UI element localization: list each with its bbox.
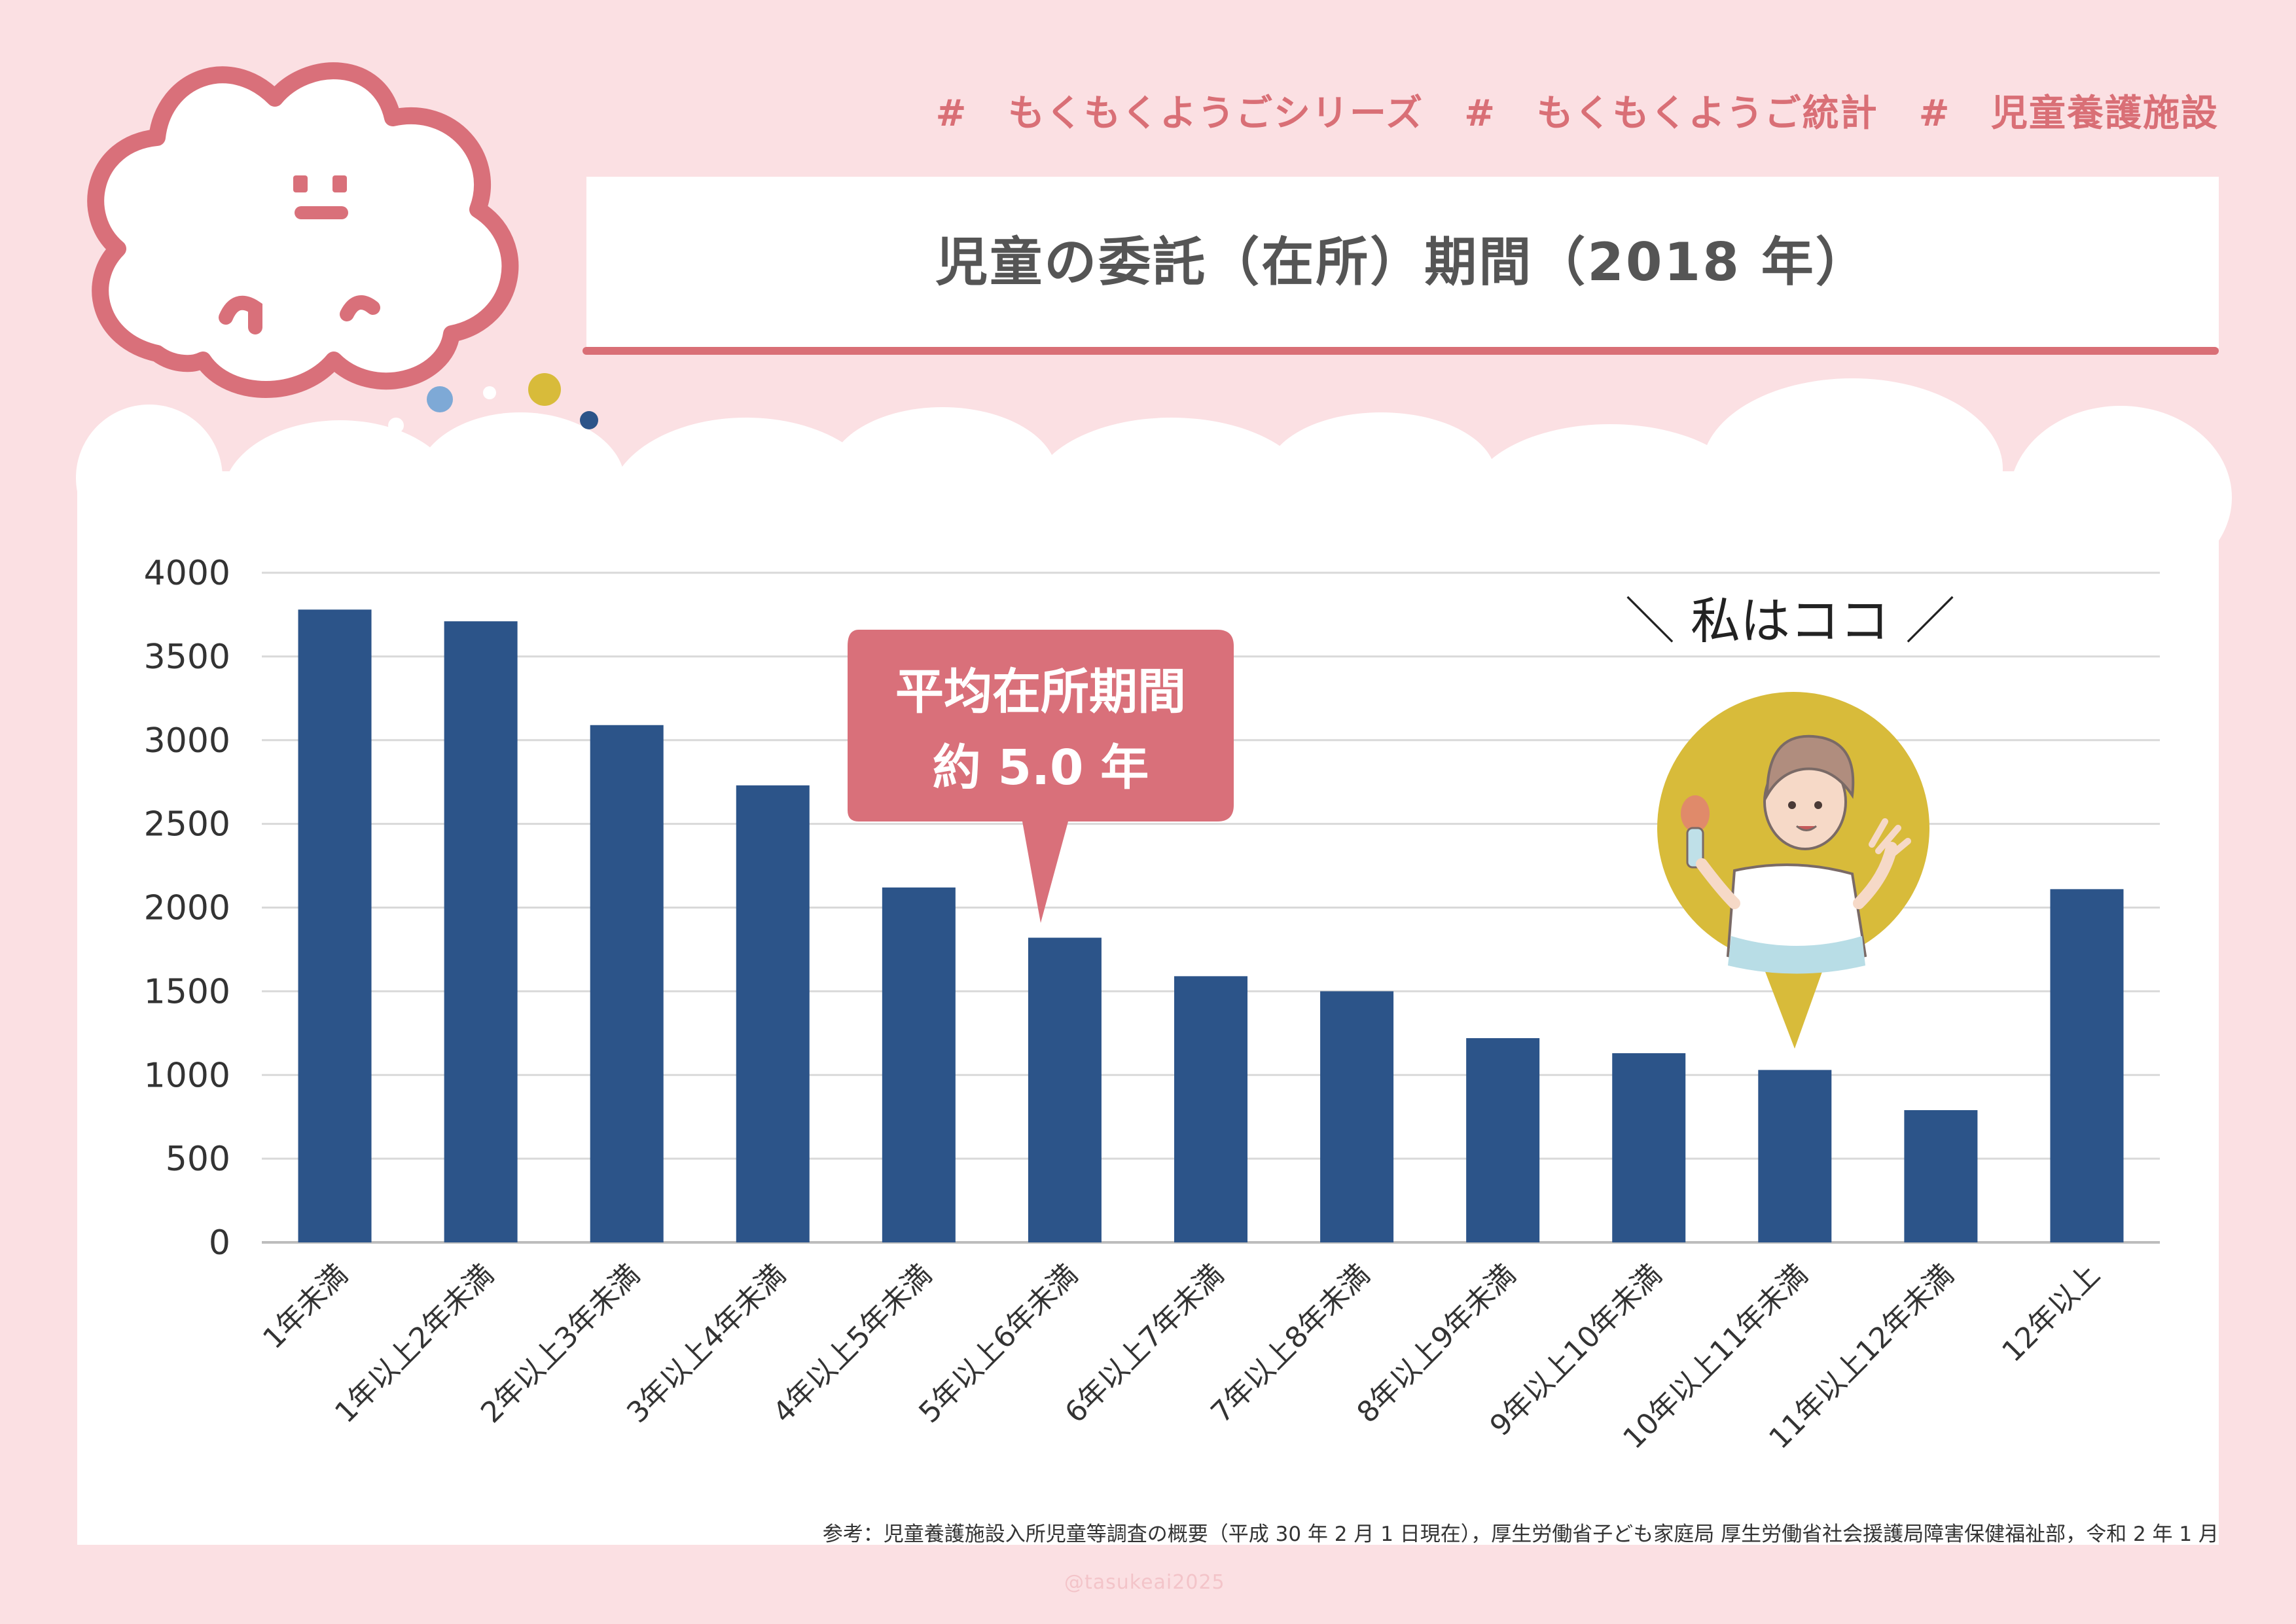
x-tick-label: 1年以上2年未満 [329,1258,500,1430]
bar [1612,1053,1686,1242]
bars [298,609,2124,1242]
y-tick-label: 2500 [144,805,230,844]
x-tick-label: 2年以上3年未満 [475,1258,646,1430]
bar [1758,1070,1832,1242]
bar [882,887,956,1242]
y-tick-label: 2000 [144,889,230,928]
hashtag-stats: # もくもくようご統計 [1464,92,1878,135]
bar [1174,976,1247,1242]
hashtag-facility: # 児童養護施設 [1918,92,2219,135]
y-tick-label: 3500 [144,638,230,677]
cloud-mascot-icon [87,62,519,398]
decorative-dots [388,373,598,433]
bar [590,725,664,1242]
x-tick-label: 3年以上4年未満 [620,1258,792,1430]
source-footnote: 参考：児童養護施設入所児童等調査の概要（平成 30 年 2 月 1 日現在），厚… [822,1523,2219,1546]
x-tick-label: 6年以上7年未満 [1058,1258,1230,1430]
chart-title: 児童の委託（在所）期間（2018 年） [935,232,1870,293]
bar [2050,889,2124,1242]
reporter-woman-illustration [1681,734,1911,974]
y-tick-label: 4000 [144,554,230,593]
y-tick-label: 0 [209,1223,230,1263]
average-label-line2: 約 5.0 年 [933,740,1149,796]
me-label: ＼ 私はココ ／ [1625,592,1955,650]
y-axis-ticks: 0 500 1000 1500 2000 2500 3000 3500 4000 [144,554,230,1263]
y-tick-label: 3000 [144,721,230,761]
average-callout: 平均在所期間 約 5.0 年 [848,630,1234,923]
bar [1466,1038,1540,1242]
x-tick-label: 1年未満 [257,1258,354,1356]
x-tick-label: 5年以上6年未満 [912,1258,1084,1430]
bar [736,785,810,1242]
bar [444,621,518,1242]
y-tick-label: 1500 [144,972,230,1011]
hashtag-series: # もくもくようごシリーズ [935,92,1424,135]
bar [1028,937,1102,1242]
x-axis-ticks: 1年未満1年以上2年未満2年以上3年未満3年以上4年未満4年以上5年未満5年以上… [257,1258,2106,1456]
y-tick-label: 500 [166,1140,230,1179]
average-label-line1: 平均在所期間 [895,664,1186,720]
bar [1904,1110,1978,1242]
hashtag-list: # もくもくようごシリーズ # もくもくようご統計 # 児童養護施設 [895,84,2219,137]
title-box [586,177,2219,348]
watermark: @tasukeai2025 [1064,1571,1225,1594]
x-tick-label: 12年以上 [1996,1258,2106,1369]
x-tick-label: 7年以上8年未満 [1205,1258,1376,1430]
x-tick-label: 8年以上9年未満 [1351,1258,1522,1430]
x-tick-label: 4年以上5年未満 [766,1258,938,1430]
me-callout: ＼ 私はココ ／ [1625,592,1955,1049]
bar [1320,991,1394,1242]
bar [298,609,372,1242]
y-tick-label: 1000 [144,1056,230,1095]
title-underline [583,347,2219,355]
